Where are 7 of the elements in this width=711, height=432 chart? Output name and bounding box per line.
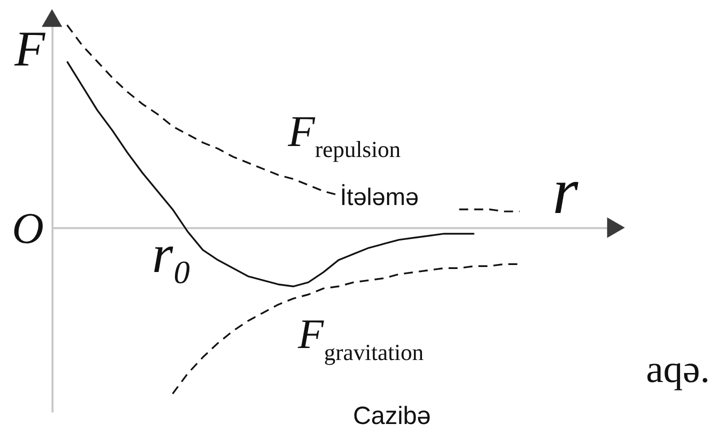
text: Cazibə bbox=[353, 402, 431, 430]
annotation: r₀ bbox=[152, 224, 192, 284]
text: O bbox=[12, 204, 44, 253]
annotation: İtələmə bbox=[340, 184, 419, 211]
y-axis-title: F bbox=[14, 20, 46, 76]
x-axis-title: r bbox=[552, 155, 578, 228]
text: aqə. bbox=[646, 348, 710, 391]
